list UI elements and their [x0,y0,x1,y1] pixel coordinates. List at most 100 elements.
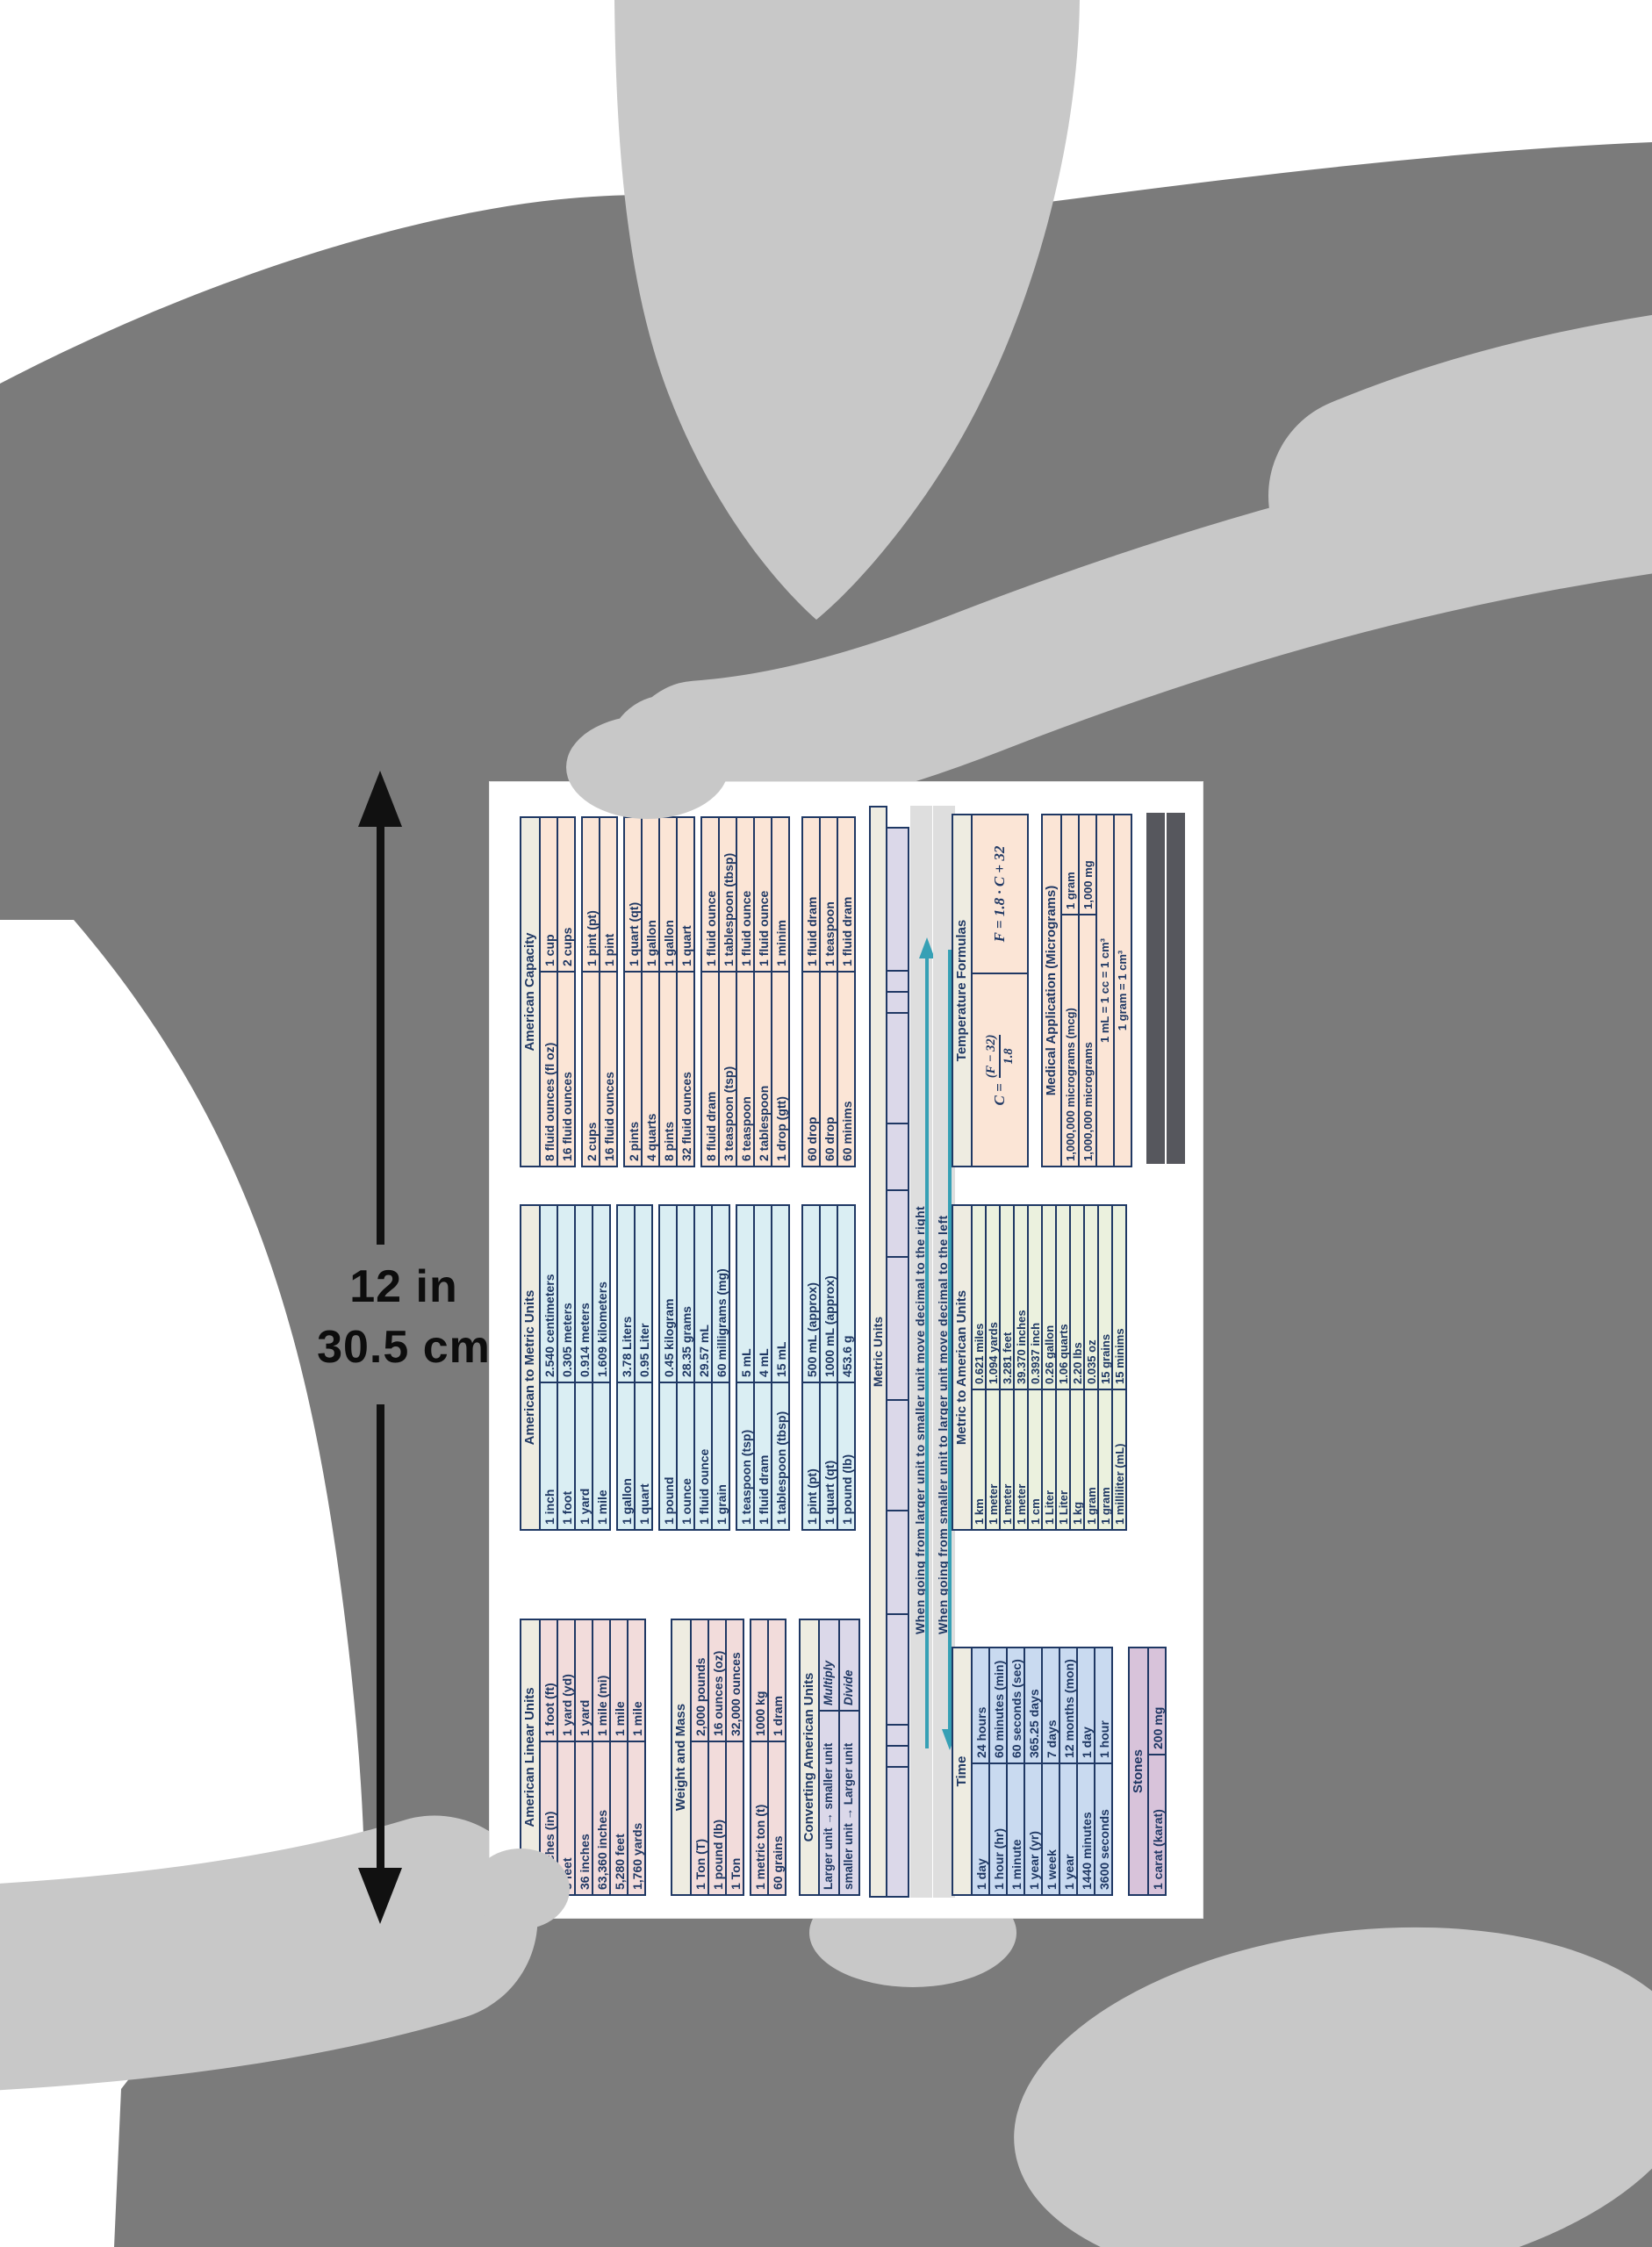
table-row: 1 pound (lb) 16 ounces (oz) [707,1619,727,1896]
cell-from: 1 ounce [678,1382,693,1529]
cell-to: 15 minims [1113,1206,1125,1389]
cell-to: 500 mL (approx) [803,1206,819,1382]
cell-to: 60 seconds (sec) [1008,1648,1024,1762]
cell-from: 1 year [1060,1762,1076,1894]
cell-from: 1 foot [558,1382,574,1529]
cell-to: 1 fluid dram [803,818,819,971]
cell-to: 1 foot (ft) [541,1620,557,1741]
cell-from: Larger unit → smaller unit [820,1710,838,1894]
table-row: 1,000,000 micrograms (mcg) 1 gram [1060,814,1080,1167]
table-time: Time 1 day 24 hours 1 hour (hr) 60 minutes … [952,1647,1113,1896]
cell-to: 1 teaspoon [821,818,837,971]
cell-from: 1 minute [1008,1762,1024,1894]
metric-prefix-cell [886,991,909,1014]
table-title: American to Metric Units [520,1204,541,1531]
cell-from: 32 fluid ounces [678,971,693,1166]
cell-to: 1 fluid ounce [702,818,718,971]
table-row: 1 Liter 1.06 quarts [1055,1204,1071,1531]
cell-from: 60 drop [803,971,819,1166]
table-row: 1 grain 60 milligrams (mg) [711,1204,730,1531]
table-row: 1 fluid ounce 29.57 mL [693,1204,713,1531]
cell-to: 0.26 gallon [1043,1206,1055,1389]
nursing-notes [1146,813,1187,1164]
table-stones: Stones 1 carat (karat) 200 mg [1128,1647,1167,1896]
table-row: 1 pound (lb) 453.6 g [837,1204,856,1531]
cell-from: 16 fluid ounces [558,971,574,1166]
table-row: 1 carat (karat) 200 mg [1147,1647,1167,1896]
table-row: 2 cups 1 pint (pt) [581,816,600,1167]
celsius-formula: C = (F − 32) 1.8 [973,973,1027,1166]
fraction-denominator: 1.8 [999,1034,1017,1079]
cell-to: 1 mile (mi) [593,1620,609,1741]
cell-to: 24 hours [973,1648,988,1762]
cell-from: 1 yard [576,1382,592,1529]
medical-merged-row: 1 gram = 1 cm³ [1113,814,1132,1167]
cell-to: 60 milligrams (mg) [713,1206,729,1382]
table-row: 60 minims 1 fluid dram [837,816,856,1167]
table-row: 1,000,000 micrograms 1,000 mg [1078,814,1097,1167]
table-title: Temperature Formulas [952,814,973,1167]
cell-from: 2 pints [625,971,641,1166]
leg-shape [1014,1927,1652,2247]
cell-to: 0.914 meters [576,1206,592,1382]
cell-to: 0.95 Liter [636,1206,651,1382]
cell-from: 1 quart [636,1382,651,1529]
table-row: Larger unit → smaller unit Multiply [818,1619,840,1896]
cell-from: 1 kg [1071,1389,1083,1529]
metric-prefix-cell [886,1189,909,1258]
metric-prefix-cell [886,1745,909,1768]
cell-from: 1 fluid ounce [695,1382,711,1529]
cell-from: 1 gallon [618,1382,634,1529]
table-row: 1 gram 15 grains [1097,1204,1113,1531]
table-title: Time [952,1647,973,1896]
cell-to: 2,000 pounds [692,1620,707,1741]
table-row: 8 fluid dram 1 fluid ounce [700,816,720,1167]
cell-from: 5,280 feet [611,1741,627,1894]
cell-to: 1 quart [678,818,693,971]
table-row: 1 day 24 hours [971,1647,990,1896]
cell-to: 3.281 feet [1001,1206,1013,1389]
cell-to: 1.094 yards [987,1206,999,1389]
table-row: 60 drop 1 fluid dram [801,816,821,1167]
cell-from: 2 cups [583,971,599,1166]
cell-to: 1 gallon [660,818,676,971]
table-metric-to-american: Metric to American Units 1 km 0.621 miles… [952,1204,1127,1531]
cell-to: 1 tablespoon (tbsp) [720,818,736,971]
cell-to: 2 cups [558,818,574,971]
cell-to: 1 minim [772,818,788,971]
card-rotated-content: American Linear Units 12 inches (in) 1 fo… [507,806,1185,1898]
metric-prefix-cell [886,970,909,993]
nursing-note-row [1146,813,1165,1164]
table-row: 16 fluid ounces 1 pint [599,816,618,1167]
cell-to: 0.621 miles [973,1206,985,1389]
cell-from: 1,000,000 micrograms (mcg) [1062,914,1078,1166]
cell-from: 4 quarts [643,971,658,1166]
top-hand-shape [625,427,1652,826]
cell-to: 1000 kg [751,1620,767,1741]
cell-to: 1 pint (pt) [583,818,599,971]
cell-from: 1440 minutes [1078,1762,1094,1894]
table-row: 5,280 feet 1 mile [609,1619,628,1896]
cell-from: 1 hour (hr) [990,1762,1006,1894]
cell-from: 16 fluid ounces [600,971,616,1166]
table-row: 2 tablespoon 1 fluid ounce [753,816,772,1167]
cell-to: 1 fluid ounce [737,818,753,971]
table-temperature-formulas: Temperature Formulas C = (F − 32) 1.8 F … [952,814,1029,1167]
table-converting-american-units: Converting American Units Larger unit → … [799,1619,860,1896]
cell-from: 8 pints [660,971,676,1166]
cell-from: 1 meter [1015,1389,1027,1529]
cell-to: 1 mile [611,1620,627,1741]
cell-from: 1 pound (lb) [838,1382,854,1529]
table-title: Medical Application (Micrograms) [1041,814,1062,1167]
cell-to: 39.370 inches [1015,1206,1027,1389]
table-row: 1 fluid dram 4 mL [753,1204,772,1531]
cell-from: 1 carat (karat) [1149,1754,1165,1894]
cell-to: 1 hour [1095,1648,1111,1762]
table-row: 1 quart (qt) 1000 mL (approx) [819,1204,838,1531]
cell-to: 0.3937 inch [1029,1206,1041,1389]
cell-to: 1,000 mg [1080,815,1095,914]
table-row: 1 pound 0.45 kilogram [658,1204,678,1531]
table-row: 1 gram 0.035 oz [1083,1204,1099,1531]
cell-to: 453.6 g [838,1206,854,1382]
